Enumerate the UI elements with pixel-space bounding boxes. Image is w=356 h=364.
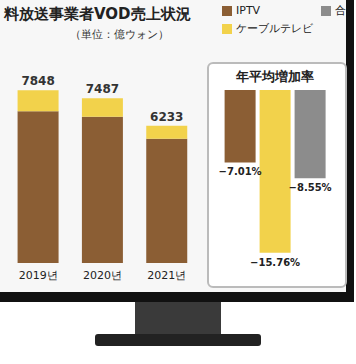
html-text:IPTV: IPTV [236, 4, 261, 17]
svg-text:−7.01%: −7.01% [219, 166, 262, 177]
html-text:ケーブルテレビ: ケーブルテレビ [236, 22, 313, 35]
html-text:合: 合 [335, 4, 346, 17]
svg-text:2020년: 2020년 [83, 269, 122, 282]
svg-text:7848: 7848 [21, 74, 54, 88]
html-text:料放送事業者VOD売上状況: 料放送事業者VOD売上状況 [4, 5, 191, 23]
html-text:（単位：億ウォン）: （単位：億ウォン） [70, 28, 169, 41]
svg-text:2019년: 2019년 [19, 269, 58, 282]
html-text:年平均増加率: 年平均増加率 [236, 69, 314, 84]
svg-text:−8.55%: −8.55% [289, 182, 332, 193]
svg-text:2021년: 2021년 [147, 269, 186, 282]
svg-text:7487: 7487 [86, 82, 119, 96]
svg-text:−15.76%: −15.76% [250, 257, 300, 268]
svg-text:6233: 6233 [150, 110, 183, 124]
